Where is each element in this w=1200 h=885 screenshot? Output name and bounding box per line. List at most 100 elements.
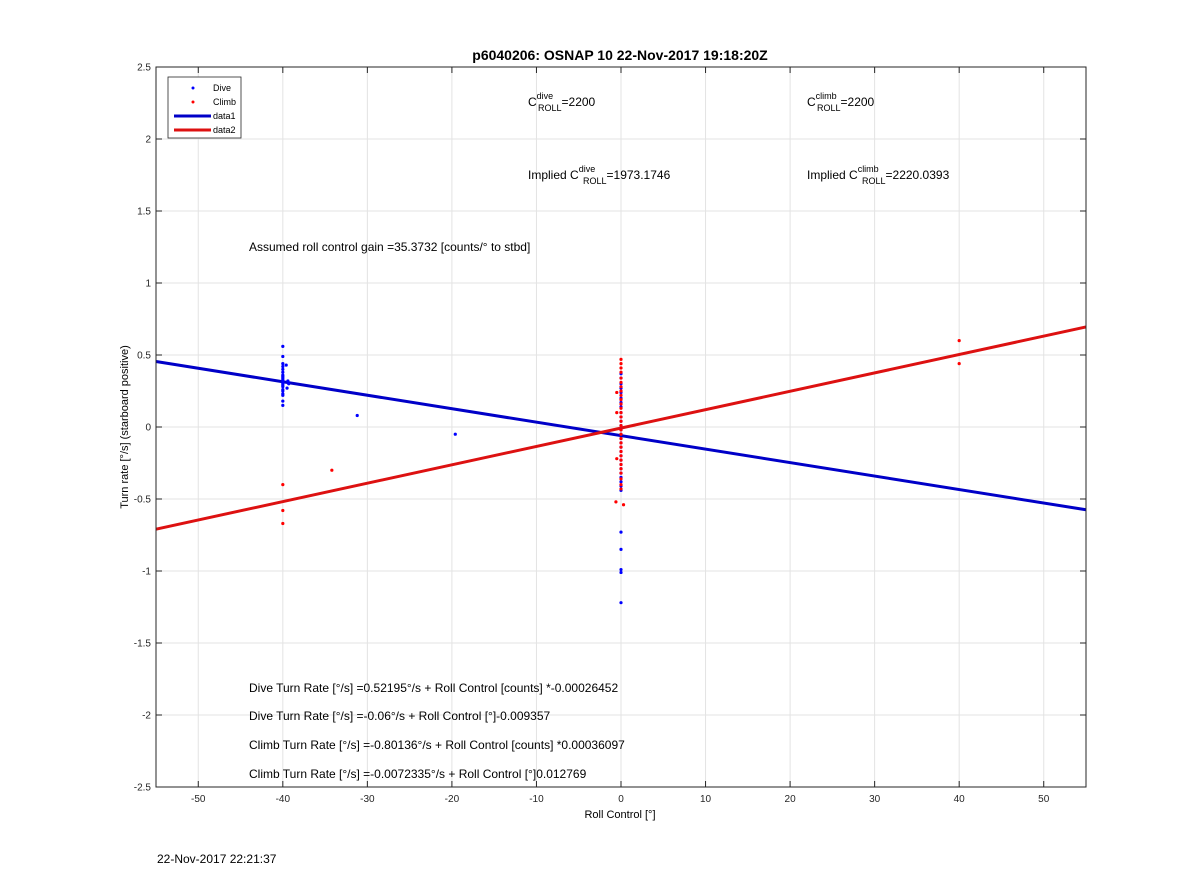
legend-data2-label: data2	[213, 125, 236, 135]
x-tick-labels: -50 -40 -30 -20 -10 0 10 20 30 40 50	[191, 794, 1050, 805]
roll-gain-annotation: Assumed roll control gain =35.3732 [coun…	[249, 240, 530, 254]
c-roll-dive-annotation: Cdive ROLL=2200	[528, 91, 596, 113]
legend-box	[167, 76, 242, 139]
legend-climb-marker	[191, 100, 195, 104]
y-tick-label: 2.5	[137, 63, 151, 74]
climb-point	[619, 415, 623, 419]
dive-point	[619, 567, 623, 572]
climb-point	[619, 462, 623, 467]
x-tick-label: 40	[954, 794, 966, 805]
climb-point	[619, 406, 623, 410]
climb-point	[619, 432, 623, 436]
y-tick-label: 2	[145, 135, 151, 146]
climb-point	[619, 398, 623, 402]
dive-point	[619, 547, 623, 552]
y-tick-labels: -2.5 -2 -1.5 -1 -0.5 0 0.5 1 1.5 2 2.5	[134, 63, 152, 794]
climb-equation-counts: Climb Turn Rate [°/s] =-0.80136°/s + Rol…	[249, 738, 625, 752]
y-tick-label: 1	[145, 279, 151, 290]
chart-title: p6040206: OSNAP 10 22-Nov-2017 19:18:20Z	[472, 47, 768, 63]
climb-point	[619, 477, 623, 481]
climb-point	[619, 376, 623, 380]
x-tick-label: 50	[1038, 794, 1050, 805]
c-roll-climb-annotation: Cclimb ROLL=2200	[807, 91, 875, 113]
climb-point	[619, 436, 623, 441]
y-tick-label: 1.5	[137, 207, 151, 218]
climb-point	[621, 503, 626, 507]
implied-c-roll-climb-annotation: Implied Cclimb ROLL=2220.0393	[807, 164, 950, 186]
climb-point	[619, 366, 623, 370]
climb-point	[619, 380, 623, 384]
climb-point	[619, 471, 623, 475]
climb-point	[619, 402, 623, 406]
y-tick-label: -0.5	[134, 495, 152, 506]
x-tick-label: -10	[529, 794, 544, 805]
x-tick-label: 10	[700, 794, 712, 805]
y-tick-label: -1	[142, 567, 151, 578]
y-tick-label: -2	[142, 711, 151, 722]
legend-climb-label: Climb	[213, 97, 236, 107]
climb-point	[619, 483, 623, 487]
y-tick-label: -2.5	[134, 783, 152, 794]
climb-point	[619, 389, 623, 393]
dive-point	[281, 364, 285, 369]
climb-point	[615, 390, 619, 395]
x-tick-label: -30	[360, 794, 375, 805]
dive-point	[281, 344, 285, 348]
dive-point	[281, 399, 285, 403]
dive-point	[355, 413, 359, 418]
climb-point	[281, 521, 285, 526]
dive-point	[619, 601, 623, 605]
x-tick-label: 20	[785, 794, 797, 805]
legend: Dive Climb data1 data2	[167, 76, 242, 139]
dive-point	[281, 385, 285, 389]
climb-point	[619, 393, 623, 397]
data-points	[281, 339, 961, 605]
climb-point	[619, 357, 623, 361]
climb-point	[615, 411, 619, 415]
climb-point	[619, 467, 623, 471]
climb-point	[619, 487, 623, 491]
climb-point	[619, 419, 623, 423]
climb-point	[619, 428, 623, 432]
dive-point	[287, 382, 291, 386]
climb-point	[619, 423, 623, 428]
climb-point	[619, 370, 623, 374]
dive-point	[281, 393, 285, 397]
dive-point	[619, 530, 623, 534]
dive-point	[281, 389, 285, 393]
climb-point	[619, 458, 623, 462]
climb-point	[957, 362, 961, 366]
climb-point	[619, 445, 623, 449]
dive-point	[453, 432, 457, 436]
axes-box	[155, 66, 1087, 788]
legend-data1-label: data1	[213, 111, 236, 121]
dive-point	[619, 480, 623, 484]
y-tick-label: 0	[145, 423, 151, 434]
print-timestamp: 22-Nov-2017 22:21:37	[157, 852, 277, 866]
climb-point	[619, 385, 623, 389]
dive-equation-degrees: Dive Turn Rate [°/s] =-0.06°/s + Roll Co…	[249, 709, 551, 723]
x-tick-label: 0	[618, 794, 624, 805]
dive-point	[281, 403, 285, 407]
climb-point	[619, 449, 623, 454]
climb-point	[330, 468, 334, 472]
x-tick-label: -40	[276, 794, 291, 805]
climb-point	[281, 508, 285, 513]
dive-point	[281, 370, 285, 374]
climb-point	[615, 457, 619, 461]
y-tick-label: 0.5	[137, 351, 151, 362]
dive-point	[281, 354, 285, 359]
dive-point	[281, 367, 285, 371]
climb-point	[619, 454, 623, 458]
dive-point	[284, 363, 288, 367]
climb-point	[614, 500, 618, 504]
dive-point	[286, 379, 290, 383]
data2-fit-line	[155, 325, 1087, 531]
y-tick-label: -1.5	[134, 639, 152, 650]
climb-point	[957, 339, 961, 343]
x-tick-label: -20	[445, 794, 460, 805]
x-tick-label: 30	[869, 794, 881, 805]
dive-point	[619, 570, 623, 575]
climb-point	[619, 411, 623, 415]
